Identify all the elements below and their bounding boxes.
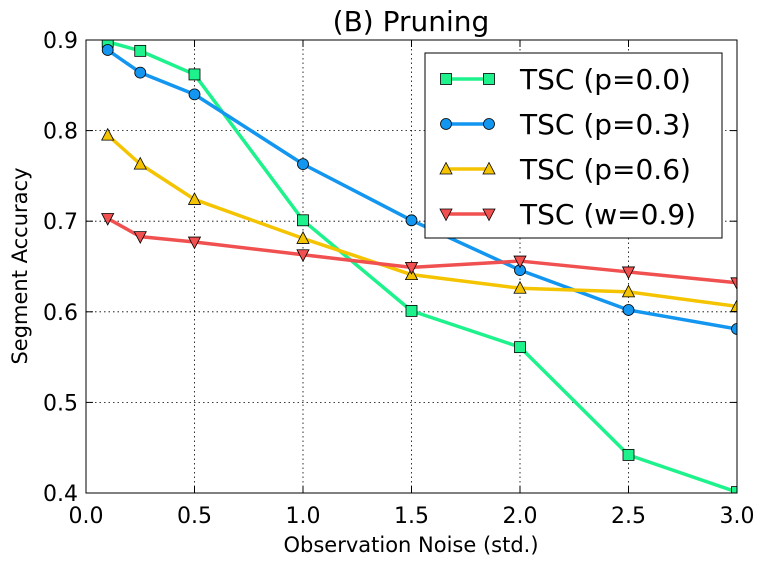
x-tick-label: 3.0 [720,504,755,529]
legend: TSC (p=0.0) TSC (p=0.3) TSC (p=0.6) TSC (w=… [424,52,723,239]
legend-marker [482,161,496,175]
ticks [85,39,738,494]
legend-items: TSC (p=0.0) TSC (p=0.3) TSC (p=0.6) TSC (w=… [439,63,696,231]
series-line [106,216,737,285]
series-line [106,133,737,309]
data-point [730,298,737,312]
data-point [188,68,201,81]
series-line [107,40,737,493]
legend-marker [483,73,495,85]
legend-marker [483,118,495,130]
y-tick-label: 0.9 [43,29,78,54]
data-point [134,44,147,57]
y-tick-label: 0.7 [43,210,78,235]
series-2 [101,44,737,335]
legend-item: TSC (w=0.9) [439,198,696,231]
legend-item: TSC (p=0.0) [440,63,691,96]
data-point [514,341,526,354]
data-point [133,231,147,244]
chart-title: (B) Pruning [333,5,490,38]
y-tick-label: 0.8 [43,120,78,145]
data-point [731,486,737,493]
legend-marker [440,118,452,130]
data-point [188,88,201,101]
legend-label: TSC (w=0.9) [519,198,696,231]
data-point [513,280,527,294]
y-tick-label: 0.4 [43,482,78,507]
series-3 [101,127,737,312]
x-tick-label: 2.0 [503,504,538,529]
data-point [187,236,202,250]
series-line [106,48,737,331]
y-tick-labels: 0.4 0.5 0.6 0.7 0.8 0.9 [43,29,78,507]
x-tick-labels: 0.0 0.5 1.0 1.5 2.0 2.5 3.0 [69,504,755,529]
legend-label: TSC (p=0.3) [519,108,691,141]
data-point [622,304,635,316]
series-1 [101,40,737,493]
data-point [513,255,527,269]
data-point [621,284,636,298]
data-point [731,323,737,335]
data-point [101,213,115,226]
legend-item: TSC (p=0.3) [440,108,691,141]
legend-label: TSC (p=0.0) [519,63,691,96]
data-point [621,266,636,280]
data-point [297,158,309,171]
data-point [133,156,147,170]
data-point [187,192,202,205]
x-tick-label: 0.0 [69,504,104,529]
data-point [405,304,418,317]
legend-marker [439,161,453,175]
x-tick-label: 1.5 [394,504,429,529]
y-axis-label: Segment Accuracy [8,167,32,364]
legend-box [424,52,723,239]
data-point [730,277,737,291]
data-point [404,262,419,275]
legend-marker [439,208,453,222]
x-tick-label: 2.5 [611,504,646,529]
data-point [134,66,147,79]
x-tick-label: 1.0 [286,504,321,529]
legend-item: TSC (p=0.6) [439,153,691,186]
series-4 [101,213,737,291]
x-axis-label: Observation Noise (std.) [283,533,538,557]
y-tick-label: 0.6 [43,301,78,326]
legend-marker [482,208,496,222]
x-tick-label: 0.5 [177,504,212,529]
data-point [101,44,114,56]
data-point [622,449,635,461]
legend-label: TSC (p=0.6) [519,153,691,186]
y-tick-label: 0.5 [43,391,78,416]
series-layer [101,40,737,493]
data-point [296,231,310,244]
data-point [101,127,115,141]
data-point [296,249,310,263]
data-point [405,214,418,227]
legend-marker [440,73,452,85]
data-point [297,214,309,227]
